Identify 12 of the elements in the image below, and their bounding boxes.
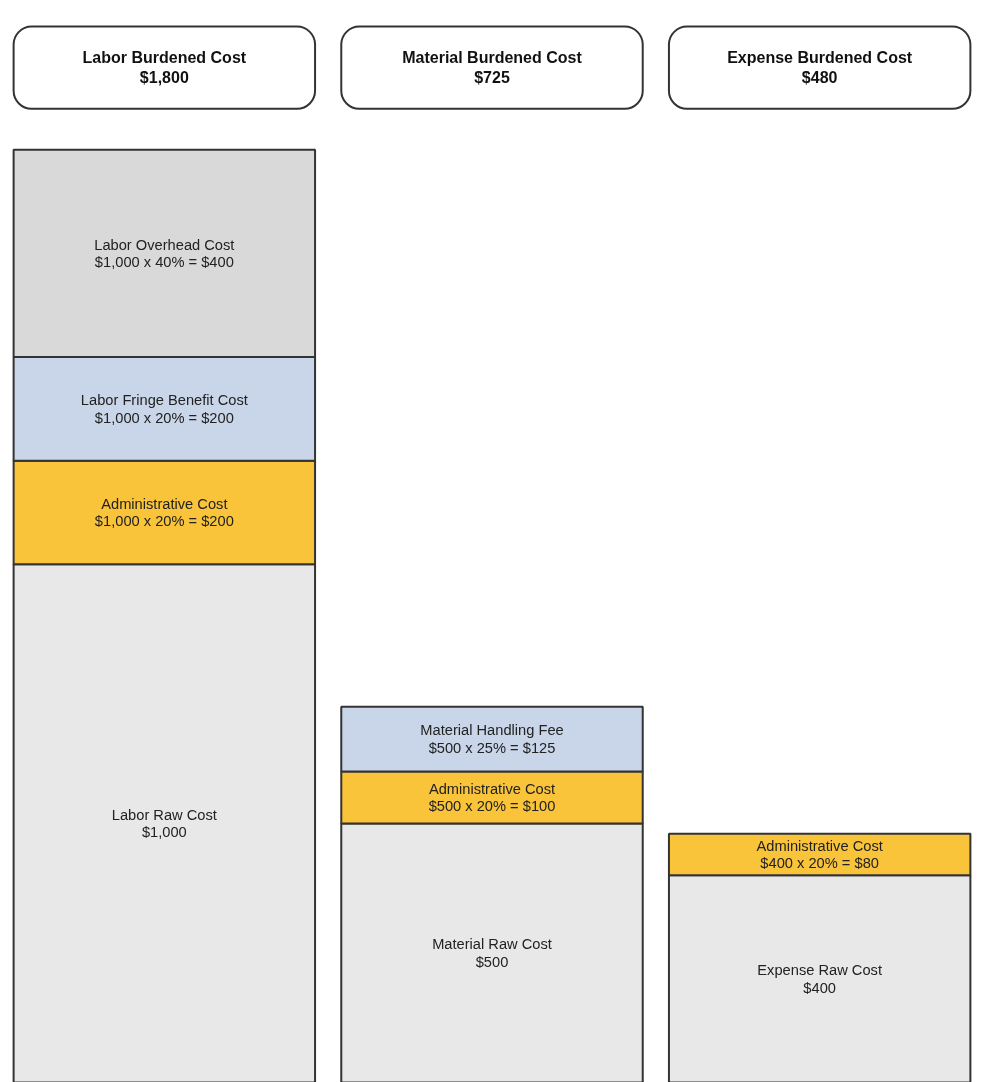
data-label: Material Handling Fee $500 x 25% = $125: [420, 722, 564, 756]
data-label: Material Raw Cost $500: [432, 936, 552, 970]
data-label: Labor Fringe Benefit Cost $1,000 x 20% = $200: [80, 392, 248, 426]
data-label: Administrative Cost $500 x 20% = $100: [428, 780, 556, 815]
data-label: Labor Raw Cost $1,000: [111, 806, 217, 841]
data-label: Administrative Cost $400 x 20% = $80: [756, 837, 883, 872]
data-label: Labor Overhead Cost $1,000 x 40% = $400: [94, 236, 235, 271]
data-label: Administrative Cost $1,000 x 20% = $200: [94, 495, 234, 530]
x-tick-label: Expense Burdened Cost $480: [727, 48, 913, 87]
x-tick-label: Material Burdened Cost $725: [402, 48, 583, 87]
x-tick-label: Labor Burdened Cost $1,800: [82, 48, 247, 87]
data-label: Expense Raw Cost $400: [757, 962, 882, 996]
